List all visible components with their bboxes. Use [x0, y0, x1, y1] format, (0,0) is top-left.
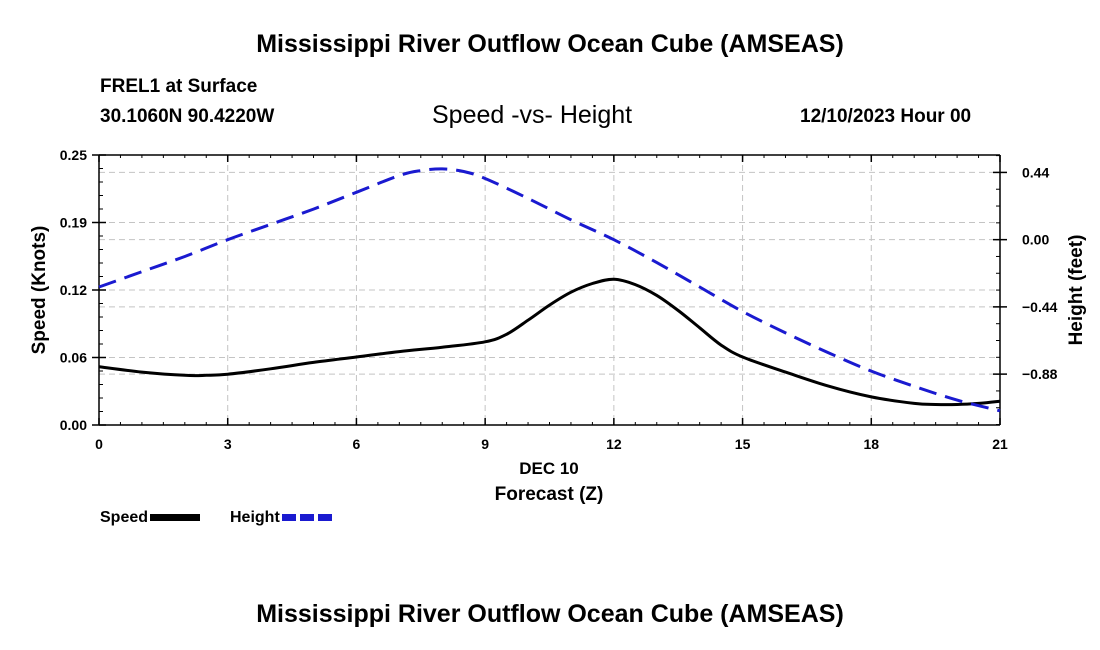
y-tick-label-left: 0.00: [60, 417, 87, 433]
legend-height-swatch: [281, 514, 332, 522]
y-tick-label-right: −0.88: [1022, 366, 1058, 382]
legend-height-label: Height: [230, 509, 280, 526]
legend-speed: Speed: [100, 509, 201, 527]
forecast-datetime: 12/10/2023 Hour 00: [800, 106, 972, 127]
legend-height: Height: [230, 509, 332, 527]
x-axis-sublabel: DEC 10: [519, 459, 579, 478]
x-tick-label: 15: [735, 436, 751, 452]
y-tick-label-right: 0.00: [1022, 232, 1049, 248]
series-line-speed: [98, 277, 1001, 407]
y-tick-label-left: 0.25: [60, 147, 87, 163]
y-tick-label-right: 0.44: [1022, 164, 1049, 180]
y-axis-label-right: Height (feet): [1066, 235, 1087, 346]
y-axis-label-left: Speed (Knots): [29, 226, 50, 355]
legend-speed-swatch: [150, 514, 201, 522]
x-tick-label: 9: [481, 436, 489, 452]
footer-title: Mississippi River Outflow Ocean Cube (AM…: [256, 600, 844, 628]
x-tick-label: 21: [992, 436, 1008, 452]
chart-subtitle: Speed -vs- Height: [432, 101, 633, 129]
station-name: FREL1 at Surface: [100, 76, 258, 97]
x-tick-label: 0: [95, 436, 103, 452]
series-line-height: [98, 167, 1001, 413]
x-axis-label: Forecast (Z): [495, 484, 604, 505]
chart-title: Mississippi River Outflow Ocean Cube (AM…: [256, 30, 844, 58]
x-tick-label: 3: [224, 436, 232, 452]
y-tick-label-right: −0.44: [1022, 299, 1058, 315]
y-tick-label-left: 0.06: [60, 350, 87, 366]
x-tick-label: 18: [863, 436, 879, 452]
station-coordinates: 30.1060N 90.4220W: [100, 106, 275, 127]
y-tick-label-left: 0.19: [60, 215, 87, 231]
legend-speed-label: Speed: [100, 509, 149, 526]
x-tick-label: 12: [606, 436, 622, 452]
x-tick-label: 6: [353, 436, 361, 452]
y-tick-label-left: 0.12: [60, 282, 87, 298]
